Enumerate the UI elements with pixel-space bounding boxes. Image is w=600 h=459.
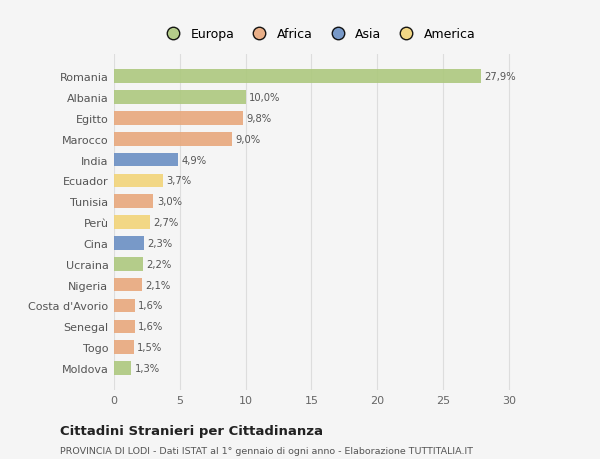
Text: 9,8%: 9,8% <box>246 114 271 123</box>
Text: 10,0%: 10,0% <box>249 93 280 103</box>
Bar <box>114 70 481 84</box>
Bar <box>114 320 135 333</box>
Text: 2,3%: 2,3% <box>148 238 173 248</box>
Text: Cittadini Stranieri per Cittadinanza: Cittadini Stranieri per Cittadinanza <box>60 424 323 437</box>
Bar <box>114 237 144 250</box>
Text: 2,2%: 2,2% <box>146 259 172 269</box>
Bar <box>114 91 245 105</box>
Text: 2,1%: 2,1% <box>145 280 170 290</box>
Bar <box>114 133 232 146</box>
Bar <box>114 299 135 313</box>
Text: PROVINCIA DI LODI - Dati ISTAT al 1° gennaio di ogni anno - Elaborazione TUTTITA: PROVINCIA DI LODI - Dati ISTAT al 1° gen… <box>60 447 473 455</box>
Bar <box>114 257 143 271</box>
Text: 3,7%: 3,7% <box>166 176 191 186</box>
Bar <box>114 174 163 188</box>
Text: 1,3%: 1,3% <box>134 363 160 373</box>
Text: 4,9%: 4,9% <box>182 155 207 165</box>
Legend: Europa, Africa, Asia, America: Europa, Africa, Asia, America <box>157 24 479 45</box>
Text: 1,5%: 1,5% <box>137 342 162 353</box>
Bar <box>114 216 149 230</box>
Text: 9,0%: 9,0% <box>236 134 261 145</box>
Bar <box>114 153 178 167</box>
Bar <box>114 341 134 354</box>
Bar <box>114 361 131 375</box>
Text: 1,6%: 1,6% <box>139 322 164 331</box>
Text: 27,9%: 27,9% <box>484 72 516 82</box>
Bar <box>114 278 142 292</box>
Bar <box>114 112 243 125</box>
Bar <box>114 195 154 208</box>
Text: 2,7%: 2,7% <box>153 218 178 228</box>
Text: 3,0%: 3,0% <box>157 197 182 207</box>
Text: 1,6%: 1,6% <box>139 301 164 311</box>
